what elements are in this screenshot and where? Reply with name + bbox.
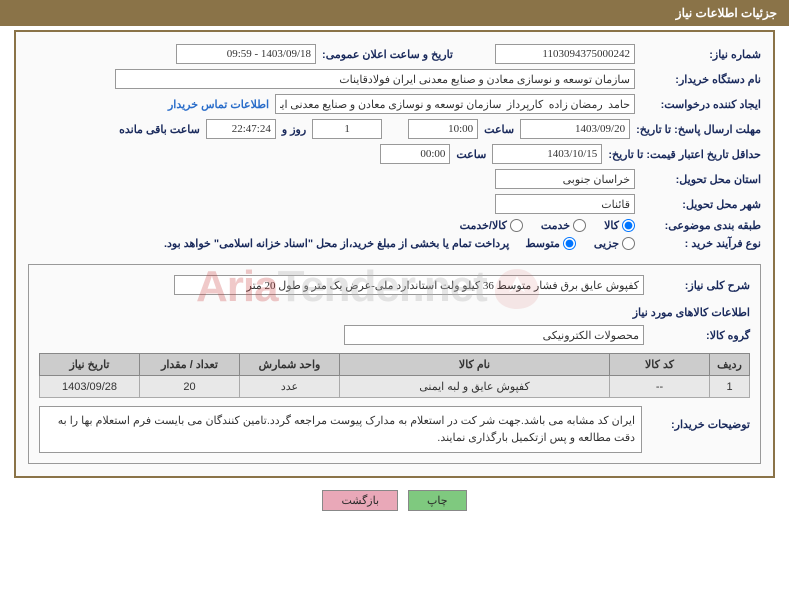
row-buyer-org: نام دستگاه خریدار: [28, 69, 761, 89]
purchase-type-label: نوع فرآیند خرید : [641, 237, 761, 250]
row-classification: طبقه بندی موضوعی: کالا خدمت کالا/خدمت [28, 219, 761, 232]
row-purchase-type: نوع فرآیند خرید : جزیی متوسط پرداخت تمام… [28, 237, 761, 250]
class-radio-service[interactable]: خدمت [541, 219, 586, 232]
th-date: تاریخ نیاز [40, 354, 140, 376]
announce-datetime-label: تاریخ و ساعت اعلان عمومی: [322, 48, 453, 61]
row-response-deadline: مهلت ارسال پاسخ: تا تاریخ: ساعت روز و سا… [28, 119, 761, 139]
main-form-container: AriaTender.net شماره نیاز: تاریخ و ساعت … [14, 30, 775, 478]
buyer-org-label: نام دستگاه خریدار: [641, 73, 761, 86]
price-validity-label: حداقل تاریخ اعتبار قیمت: تا تاریخ: [608, 148, 761, 161]
th-unit: واحد شمارش [240, 354, 340, 376]
row-need-desc: شرح کلی نیاز: [39, 275, 750, 295]
row-delivery-city: شهر محل تحویل: [28, 194, 761, 214]
cell-name: کفپوش عایق و لبه ایمنی [340, 376, 610, 398]
items-table: ردیف کد کالا نام کالا واحد شمارش تعداد /… [39, 353, 750, 398]
row-need-number: شماره نیاز: تاریخ و ساعت اعلان عمومی: [28, 44, 761, 64]
th-qty: تعداد / مقدار [140, 354, 240, 376]
class-radio-goods[interactable]: کالا [604, 219, 635, 232]
row-requester: ایجاد کننده درخواست: اطلاعات تماس خریدار [28, 94, 761, 114]
cell-unit: عدد [240, 376, 340, 398]
response-deadline-label: مهلت ارسال پاسخ: تا تاریخ: [636, 123, 761, 136]
th-code: کد کالا [610, 354, 710, 376]
days-and-label: روز و [282, 123, 306, 136]
cell-code: -- [610, 376, 710, 398]
row-goods-group: گروه کالا: [39, 325, 750, 345]
delivery-city-input[interactable] [495, 194, 635, 214]
need-desc-input[interactable] [174, 275, 644, 295]
buyer-contact-link[interactable]: اطلاعات تماس خریدار [168, 98, 269, 111]
ptype-radio-small[interactable]: جزیی [594, 237, 635, 250]
need-number-input[interactable] [495, 44, 635, 64]
classification-label: طبقه بندی موضوعی: [641, 219, 761, 232]
response-hour-input[interactable] [408, 119, 478, 139]
time-remaining-input[interactable] [206, 119, 276, 139]
buyer-notes-label: توضیحات خریدار: [650, 418, 750, 431]
page-title: جزئیات اطلاعات نیاز [676, 6, 777, 20]
page-title-bar: جزئیات اطلاعات نیاز [0, 0, 789, 26]
need-number-label: شماره نیاز: [641, 48, 761, 61]
response-date-input[interactable] [520, 119, 630, 139]
class-radio-service-input[interactable] [573, 219, 586, 232]
price-validity-date-input[interactable] [492, 144, 602, 164]
delivery-province-input[interactable] [495, 169, 635, 189]
goods-group-input[interactable] [344, 325, 644, 345]
class-radio-both-input[interactable] [510, 219, 523, 232]
announce-datetime-input[interactable] [176, 44, 316, 64]
remaining-label: ساعت باقی مانده [119, 123, 200, 136]
th-name: نام کالا [340, 354, 610, 376]
delivery-province-label: استان محل تحویل: [641, 173, 761, 186]
buyer-notes-box: ایران کد مشابه می باشد.جهت شر کت در استع… [39, 406, 642, 453]
hour-label-1: ساعت [484, 123, 514, 136]
items-title: اطلاعات کالاهای مورد نیاز [39, 306, 750, 319]
cell-qty: 20 [140, 376, 240, 398]
row-delivery-province: استان محل تحویل: [28, 169, 761, 189]
delivery-city-label: شهر محل تحویل: [641, 198, 761, 211]
items-table-header-row: ردیف کد کالا نام کالا واحد شمارش تعداد /… [40, 354, 750, 376]
requester-input[interactable] [275, 94, 635, 114]
buyer-org-input[interactable] [115, 69, 635, 89]
row-price-validity: حداقل تاریخ اعتبار قیمت: تا تاریخ: ساعت [28, 144, 761, 164]
ptype-radio-medium-input[interactable] [563, 237, 576, 250]
cell-row: 1 [710, 376, 750, 398]
action-button-row: چاپ بازگشت [0, 490, 789, 511]
days-remaining-input[interactable] [312, 119, 382, 139]
cell-date: 1403/09/28 [40, 376, 140, 398]
purchase-type-radio-group: جزیی متوسط [525, 237, 635, 250]
goods-group-label: گروه کالا: [650, 329, 750, 342]
requester-label: ایجاد کننده درخواست: [641, 98, 761, 111]
back-button[interactable]: بازگشت [322, 490, 398, 511]
details-inner-box: شرح کلی نیاز: اطلاعات کالاهای مورد نیاز … [28, 264, 761, 464]
buyer-notes-area: توضیحات خریدار: ایران کد مشابه می باشد.ج… [39, 406, 750, 453]
print-button[interactable]: چاپ [408, 490, 467, 511]
table-row: 1 -- کفپوش عایق و لبه ایمنی عدد 20 1403/… [40, 376, 750, 398]
class-radio-both[interactable]: کالا/خدمت [460, 219, 523, 232]
ptype-radio-small-input[interactable] [622, 237, 635, 250]
hour-label-2: ساعت [456, 148, 486, 161]
th-row: ردیف [710, 354, 750, 376]
class-radio-goods-input[interactable] [622, 219, 635, 232]
payment-note: پرداخت تمام یا بخشی از مبلغ خرید،از محل … [164, 237, 509, 250]
need-desc-label: شرح کلی نیاز: [650, 279, 750, 292]
ptype-radio-medium[interactable]: متوسط [525, 237, 576, 250]
classification-radio-group: کالا خدمت کالا/خدمت [460, 219, 635, 232]
price-validity-hour-input[interactable] [380, 144, 450, 164]
